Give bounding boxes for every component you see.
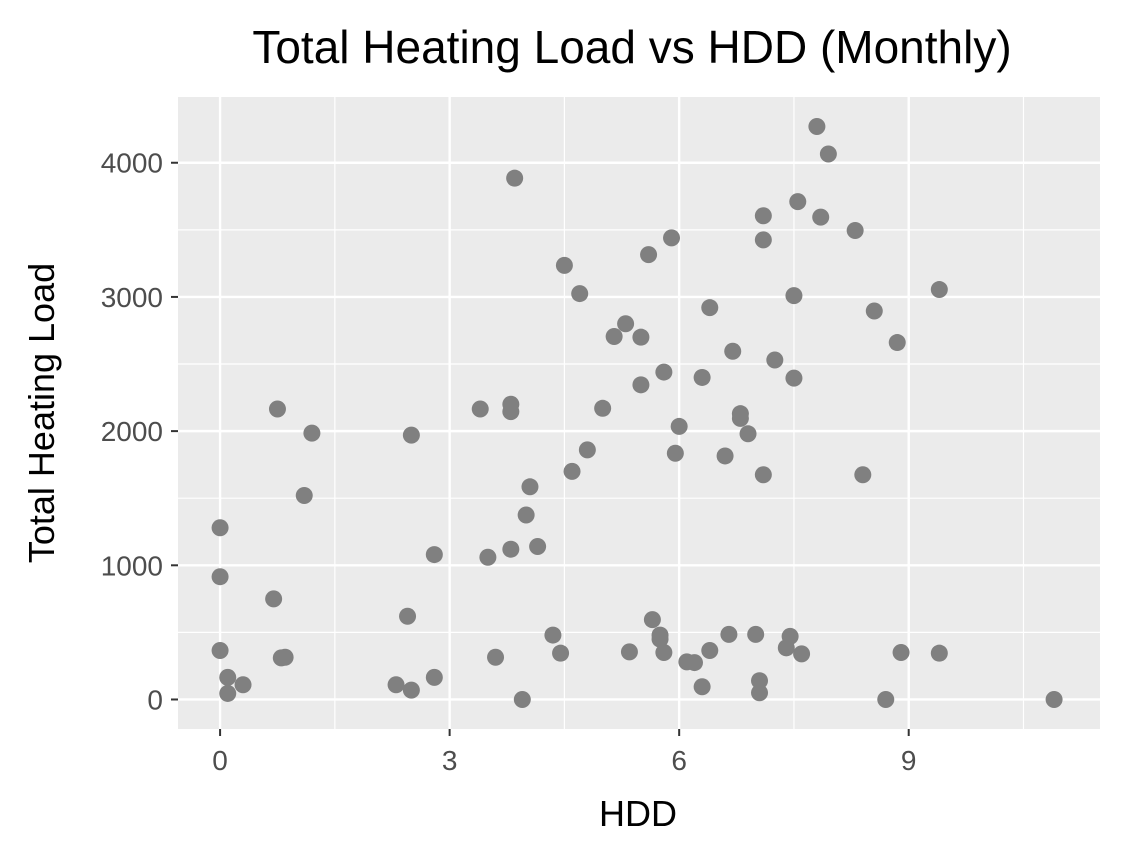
y-tick-label: 1000 bbox=[101, 550, 163, 581]
data-point bbox=[303, 424, 321, 442]
y-tick-label: 3000 bbox=[101, 282, 163, 313]
data-point bbox=[211, 519, 229, 537]
data-point bbox=[877, 690, 895, 708]
data-points bbox=[211, 118, 1063, 708]
data-point bbox=[502, 403, 520, 421]
y-axis-title: Total Heating Load bbox=[21, 263, 62, 563]
data-point bbox=[781, 627, 799, 645]
x-tick-label: 6 bbox=[671, 745, 687, 776]
y-tick-label: 2000 bbox=[101, 416, 163, 447]
data-point bbox=[211, 568, 229, 586]
grid-lines bbox=[178, 97, 1100, 729]
data-point bbox=[1045, 690, 1063, 708]
x-tick-label: 9 bbox=[901, 745, 917, 776]
data-point bbox=[211, 642, 229, 660]
data-point bbox=[487, 648, 505, 666]
y-tick-label: 4000 bbox=[101, 148, 163, 179]
data-point bbox=[751, 672, 769, 690]
plot-panel bbox=[178, 97, 1100, 729]
data-point bbox=[789, 193, 807, 211]
data-point bbox=[731, 409, 749, 427]
data-point bbox=[754, 231, 772, 249]
data-point bbox=[632, 376, 650, 394]
data-point bbox=[425, 668, 443, 686]
data-point bbox=[563, 462, 581, 480]
data-point bbox=[399, 607, 417, 625]
data-point bbox=[701, 642, 719, 660]
data-point bbox=[506, 169, 524, 187]
data-point bbox=[808, 118, 826, 136]
data-point bbox=[720, 625, 738, 643]
data-point bbox=[651, 630, 669, 648]
data-point bbox=[471, 400, 489, 418]
data-point bbox=[513, 690, 531, 708]
data-point bbox=[402, 426, 420, 444]
x-axis-title: HDD bbox=[599, 793, 677, 834]
data-point bbox=[701, 299, 719, 317]
data-point bbox=[747, 625, 765, 643]
data-point bbox=[617, 315, 635, 333]
data-point bbox=[693, 678, 711, 696]
data-point bbox=[655, 644, 673, 662]
data-point bbox=[571, 285, 589, 303]
data-point bbox=[643, 611, 661, 629]
data-point bbox=[785, 369, 803, 387]
data-point bbox=[812, 208, 830, 226]
data-point bbox=[234, 676, 252, 694]
data-point bbox=[655, 363, 673, 381]
data-point bbox=[268, 400, 286, 418]
data-point bbox=[594, 399, 612, 417]
data-point bbox=[219, 668, 237, 686]
data-point bbox=[892, 644, 910, 662]
axes: 0 3 6 9 0 1000 2000 3000 4000 bbox=[101, 148, 917, 776]
data-point bbox=[387, 676, 405, 694]
data-point bbox=[685, 654, 703, 672]
data-point bbox=[739, 425, 757, 443]
data-point bbox=[785, 287, 803, 305]
data-point bbox=[402, 681, 420, 699]
data-point bbox=[888, 334, 906, 352]
data-point bbox=[521, 478, 539, 496]
data-point bbox=[670, 417, 688, 435]
data-point bbox=[663, 229, 681, 247]
data-point bbox=[865, 302, 883, 320]
x-tick-label: 0 bbox=[212, 745, 228, 776]
data-point bbox=[517, 506, 535, 524]
data-point bbox=[693, 368, 711, 386]
data-point bbox=[632, 328, 650, 346]
data-point bbox=[544, 626, 562, 644]
data-point bbox=[754, 466, 772, 484]
data-point bbox=[529, 538, 547, 556]
data-point bbox=[724, 342, 742, 360]
data-point bbox=[754, 207, 772, 225]
data-point bbox=[766, 351, 784, 369]
data-point bbox=[854, 466, 872, 484]
data-point bbox=[219, 684, 237, 702]
data-point bbox=[479, 548, 497, 566]
data-point bbox=[716, 447, 734, 465]
data-point bbox=[605, 328, 623, 346]
data-point bbox=[425, 546, 443, 564]
data-point bbox=[276, 648, 294, 666]
data-point bbox=[640, 246, 658, 264]
data-point bbox=[552, 644, 570, 662]
data-point bbox=[666, 444, 684, 462]
data-point bbox=[793, 645, 811, 663]
data-point bbox=[930, 281, 948, 299]
chart-title: Total Heating Load vs HDD (Monthly) bbox=[252, 21, 1011, 73]
data-point bbox=[930, 644, 948, 662]
data-point bbox=[502, 540, 520, 558]
data-point bbox=[265, 590, 283, 608]
data-point bbox=[846, 222, 864, 240]
data-point bbox=[578, 441, 596, 459]
data-point bbox=[620, 643, 638, 661]
data-point bbox=[295, 487, 313, 505]
data-point bbox=[555, 256, 573, 274]
data-point bbox=[751, 684, 769, 702]
x-tick-label: 3 bbox=[442, 745, 458, 776]
y-tick-label: 0 bbox=[147, 684, 163, 715]
data-point bbox=[819, 145, 837, 163]
